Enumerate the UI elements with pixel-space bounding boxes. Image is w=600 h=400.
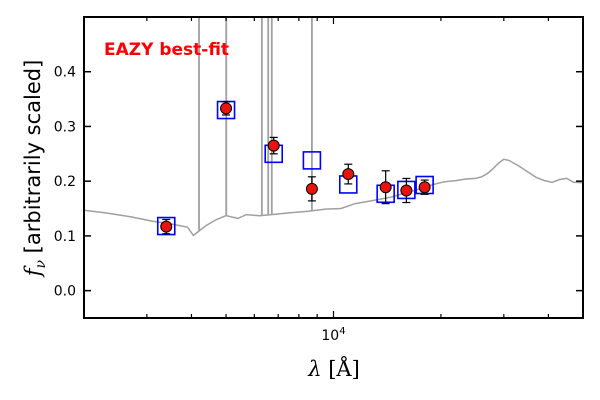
observed-flux-point — [160, 220, 173, 233]
y-tick-label: 0.3 — [54, 119, 76, 135]
observed-flux-point — [220, 102, 233, 115]
y-label-subscript: ν — [33, 260, 49, 269]
x-axis-label: λ [Å] — [307, 356, 360, 381]
y-axis-label: fν [arbitrarily scaled] — [21, 60, 49, 279]
x-label-symbol: λ — [307, 357, 321, 381]
observed-flux-point — [267, 139, 280, 152]
y-tick-label: 0.1 — [54, 229, 76, 245]
x-tick-label: 104 — [321, 326, 345, 344]
plot-content — [84, 17, 583, 237]
observed-flux-point — [379, 181, 392, 194]
y-tick-label: 0.0 — [54, 284, 76, 300]
observed-flux-point — [418, 181, 431, 194]
observed-flux-point — [305, 182, 318, 195]
observed-flux-point — [400, 184, 413, 197]
model-flux-marker — [156, 216, 176, 236]
y-tick-label: 0.4 — [54, 65, 76, 81]
fit-annotation: EAZY best-fit — [104, 40, 229, 60]
y-label-symbol: f — [21, 265, 45, 278]
y-label-text: [arbitrarily scaled] — [21, 60, 45, 260]
observed-flux-point — [342, 168, 355, 181]
y-tick-label: 0.2 — [54, 174, 76, 190]
axis-ticks: 0.0 0.1 0.2 0.3 0.4 104 — [54, 17, 583, 344]
template-spectrum-line — [84, 158, 583, 237]
axes-frame — [83, 16, 584, 319]
model-flux-marker — [302, 151, 322, 170]
plot-area — [84, 17, 583, 237]
x-tick-label-base: 10 — [321, 328, 339, 344]
x-label-unit: [Å] — [322, 356, 360, 381]
x-tick-label-exponent: 4 — [339, 326, 345, 337]
